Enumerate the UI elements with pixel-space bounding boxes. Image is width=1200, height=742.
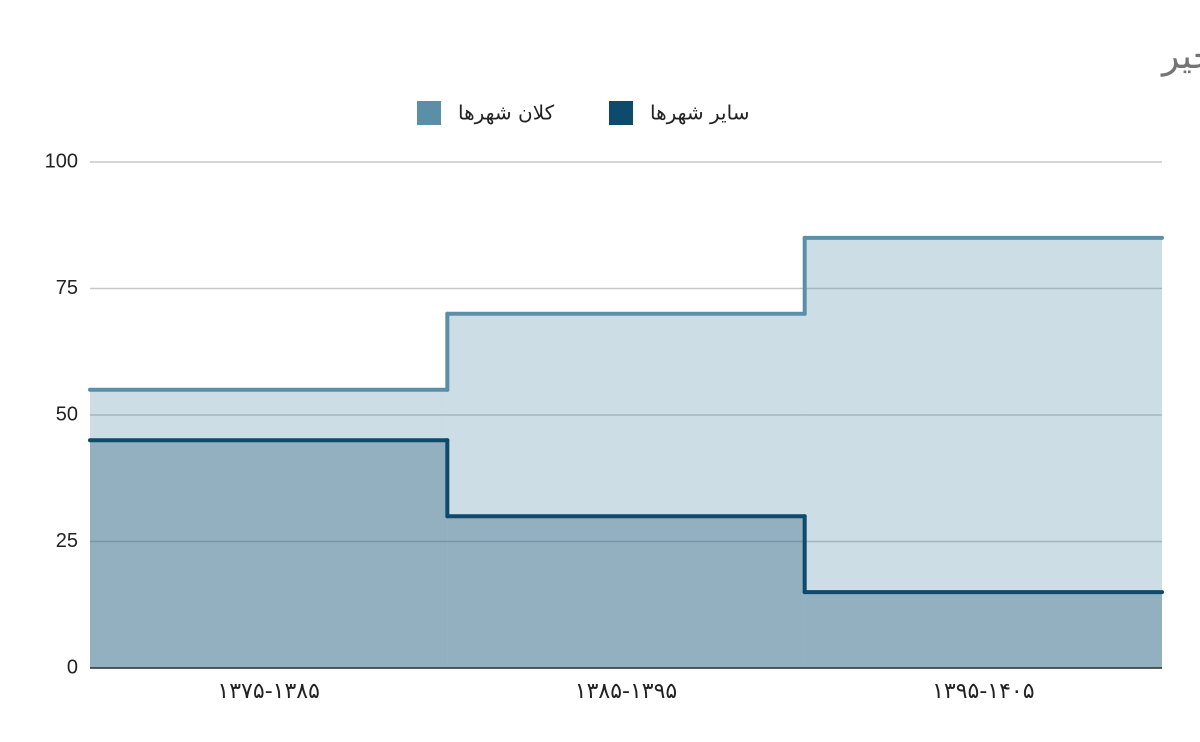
y-tick-label: 50 bbox=[56, 403, 78, 425]
area-fill bbox=[447, 313, 805, 668]
area-fill bbox=[90, 440, 448, 668]
area-fill bbox=[804, 237, 1162, 668]
y-tick-label: 25 bbox=[56, 530, 78, 552]
area-fill bbox=[90, 389, 448, 668]
area-fill bbox=[804, 592, 1162, 668]
x-tick-label: ۱۳۷۵-۱۳۸۵ bbox=[217, 679, 319, 704]
x-tick-label: ۱۳۹۵-۱۴۰۵ bbox=[932, 679, 1034, 704]
x-tick-label: ۱۳۸۵-۱۳۹۵ bbox=[575, 679, 677, 704]
y-tick-label: 75 bbox=[56, 277, 78, 299]
y-tick-label: 0 bbox=[67, 656, 78, 678]
chart-title: سهم کلان شهرها در رتبه‌هابرتر کنکور در ۳… bbox=[1160, 36, 1200, 77]
y-tick-label: 100 bbox=[45, 150, 78, 172]
legend-swatch bbox=[417, 101, 441, 125]
legend-swatch bbox=[609, 101, 633, 125]
area-fill bbox=[447, 516, 805, 668]
legend-label: کلان شهرها bbox=[458, 101, 555, 125]
legend-label: سایر شهرها bbox=[650, 101, 749, 125]
